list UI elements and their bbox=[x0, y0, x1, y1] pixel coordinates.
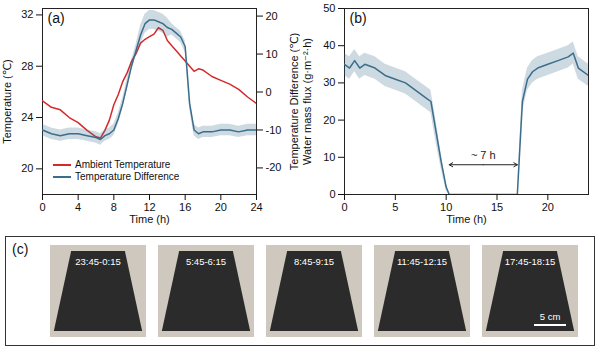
svg-text:40: 40 bbox=[323, 39, 335, 51]
svg-text:11:45-12:15: 11:45-12:15 bbox=[397, 256, 447, 267]
svg-text:23:45-0:15: 23:45-0:15 bbox=[75, 256, 120, 267]
html-text:Ambient Temperature: Ambient Temperature bbox=[75, 159, 171, 170]
svg-text:20: 20 bbox=[21, 162, 33, 174]
svg-text:(c): (c) bbox=[12, 241, 28, 257]
svg-text:-10: -10 bbox=[266, 123, 282, 135]
svg-text:15: 15 bbox=[491, 201, 503, 213]
svg-text:10: 10 bbox=[323, 151, 335, 163]
svg-text:32: 32 bbox=[21, 8, 33, 20]
svg-text:17:45-18:15: 17:45-18:15 bbox=[505, 256, 556, 267]
svg-text:Time (h): Time (h) bbox=[129, 213, 170, 225]
svg-text:10: 10 bbox=[266, 48, 278, 60]
svg-text:Water mass flux (g·m⁻²·h): Water mass flux (g·m⁻²·h) bbox=[301, 38, 313, 165]
svg-text:24: 24 bbox=[21, 111, 33, 123]
svg-text:12: 12 bbox=[143, 201, 155, 213]
svg-text:20: 20 bbox=[215, 201, 227, 213]
svg-text:0: 0 bbox=[341, 201, 347, 213]
svg-text:16: 16 bbox=[179, 201, 191, 213]
svg-text:28: 28 bbox=[21, 60, 33, 72]
svg-text:10: 10 bbox=[440, 201, 452, 213]
svg-text:Time (h): Time (h) bbox=[446, 213, 487, 225]
svg-text:0: 0 bbox=[266, 86, 272, 98]
svg-text:20: 20 bbox=[542, 201, 554, 213]
svg-text:0: 0 bbox=[329, 188, 335, 200]
svg-text:20: 20 bbox=[323, 114, 335, 126]
svg-text:-20: -20 bbox=[266, 161, 282, 173]
svg-text:Temperature Difference (℃): Temperature Difference (℃) bbox=[288, 33, 300, 170]
svg-text:~ 7 h: ~ 7 h bbox=[471, 149, 496, 161]
svg-text:30: 30 bbox=[323, 76, 335, 88]
html-text:Temperature Difference: Temperature Difference bbox=[75, 171, 180, 182]
svg-text:0: 0 bbox=[39, 201, 45, 213]
svg-text:8:45-9:15: 8:45-9:15 bbox=[294, 256, 334, 267]
svg-text:(b): (b) bbox=[350, 10, 367, 26]
svg-text:8: 8 bbox=[111, 201, 117, 213]
svg-text:5 cm: 5 cm bbox=[540, 311, 561, 322]
svg-text:4: 4 bbox=[75, 201, 81, 213]
svg-text:20: 20 bbox=[266, 10, 278, 22]
svg-text:Temperature (℃): Temperature (℃) bbox=[1, 59, 13, 144]
svg-text:5:45-6:15: 5:45-6:15 bbox=[186, 256, 226, 267]
svg-text:24: 24 bbox=[250, 201, 262, 213]
svg-text:5: 5 bbox=[392, 201, 398, 213]
svg-text:(a): (a) bbox=[48, 10, 65, 26]
svg-text:50: 50 bbox=[323, 2, 335, 14]
